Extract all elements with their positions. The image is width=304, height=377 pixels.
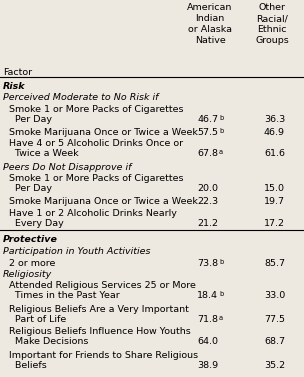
Text: Important for Friends to Share Religious: Important for Friends to Share Religious bbox=[3, 351, 198, 360]
Text: Smoke Marijuana Once or Twice a Week: Smoke Marijuana Once or Twice a Week bbox=[3, 197, 198, 206]
Text: a: a bbox=[219, 150, 223, 155]
Text: 85.7: 85.7 bbox=[264, 259, 285, 268]
Text: 64.0: 64.0 bbox=[197, 337, 218, 346]
Text: Smoke 1 or More Packs of Cigarettes: Smoke 1 or More Packs of Cigarettes bbox=[3, 105, 184, 114]
Text: Attended Religious Services 25 or More: Attended Religious Services 25 or More bbox=[3, 282, 196, 291]
Text: Per Day: Per Day bbox=[3, 115, 52, 124]
Text: Religious Beliefs Influence How Youths: Religious Beliefs Influence How Youths bbox=[3, 328, 191, 337]
Text: 2 or more: 2 or more bbox=[3, 259, 55, 268]
Text: 33.0: 33.0 bbox=[264, 291, 285, 300]
Text: Make Decisions: Make Decisions bbox=[3, 337, 88, 346]
Text: b: b bbox=[219, 115, 223, 121]
Text: Protective: Protective bbox=[3, 236, 58, 245]
Text: 57.5: 57.5 bbox=[197, 128, 218, 137]
Text: Have 1 or 2 Alcoholic Drinks Nearly: Have 1 or 2 Alcoholic Drinks Nearly bbox=[3, 208, 177, 218]
Text: American
Indian
or Alaska
Native: American Indian or Alaska Native bbox=[187, 3, 233, 45]
Text: 22.3: 22.3 bbox=[197, 197, 218, 206]
Text: Beliefs: Beliefs bbox=[3, 360, 47, 369]
Text: 73.8: 73.8 bbox=[197, 259, 218, 268]
Text: 19.7: 19.7 bbox=[264, 197, 285, 206]
Text: Smoke Marijuana Once or Twice a Week: Smoke Marijuana Once or Twice a Week bbox=[3, 128, 198, 137]
Text: 38.9: 38.9 bbox=[197, 360, 218, 369]
Text: 67.8: 67.8 bbox=[197, 150, 218, 158]
Text: 36.3: 36.3 bbox=[264, 115, 285, 124]
Text: Smoke 1 or More Packs of Cigarettes: Smoke 1 or More Packs of Cigarettes bbox=[3, 174, 184, 183]
Text: Religiosity: Religiosity bbox=[3, 270, 52, 279]
Text: Factor: Factor bbox=[3, 68, 32, 77]
Text: a: a bbox=[219, 314, 223, 320]
Text: Per Day: Per Day bbox=[3, 184, 52, 193]
Text: 20.0: 20.0 bbox=[197, 184, 218, 193]
Text: Risk: Risk bbox=[3, 82, 26, 91]
Text: Twice a Week: Twice a Week bbox=[3, 150, 79, 158]
Text: Participation in Youth Activities: Participation in Youth Activities bbox=[3, 247, 150, 256]
Text: b: b bbox=[219, 259, 223, 265]
Text: Have 4 or 5 Alcoholic Drinks Once or: Have 4 or 5 Alcoholic Drinks Once or bbox=[3, 139, 183, 149]
Text: 46.7: 46.7 bbox=[197, 115, 218, 124]
Text: 21.2: 21.2 bbox=[197, 219, 218, 227]
Text: Perceived Moderate to No Risk if: Perceived Moderate to No Risk if bbox=[3, 93, 158, 103]
Text: 35.2: 35.2 bbox=[264, 360, 285, 369]
Text: 17.2: 17.2 bbox=[264, 219, 285, 227]
Text: 77.5: 77.5 bbox=[264, 314, 285, 323]
Text: 46.9: 46.9 bbox=[264, 128, 285, 137]
Text: Part of Life: Part of Life bbox=[3, 314, 66, 323]
Text: Times in the Past Year: Times in the Past Year bbox=[3, 291, 120, 300]
Text: Religious Beliefs Are a Very Important: Religious Beliefs Are a Very Important bbox=[3, 305, 189, 314]
Text: 18.4: 18.4 bbox=[197, 291, 218, 300]
Text: Other
Racial/
Ethnic
Groups: Other Racial/ Ethnic Groups bbox=[255, 3, 289, 45]
Text: 61.6: 61.6 bbox=[264, 150, 285, 158]
Text: 71.8: 71.8 bbox=[197, 314, 218, 323]
Text: 68.7: 68.7 bbox=[264, 337, 285, 346]
Text: Every Day: Every Day bbox=[3, 219, 64, 227]
Text: Peers Do Not Disapprove if: Peers Do Not Disapprove if bbox=[3, 162, 132, 172]
Text: b: b bbox=[219, 128, 223, 134]
Text: 15.0: 15.0 bbox=[264, 184, 285, 193]
Text: b: b bbox=[219, 291, 223, 297]
